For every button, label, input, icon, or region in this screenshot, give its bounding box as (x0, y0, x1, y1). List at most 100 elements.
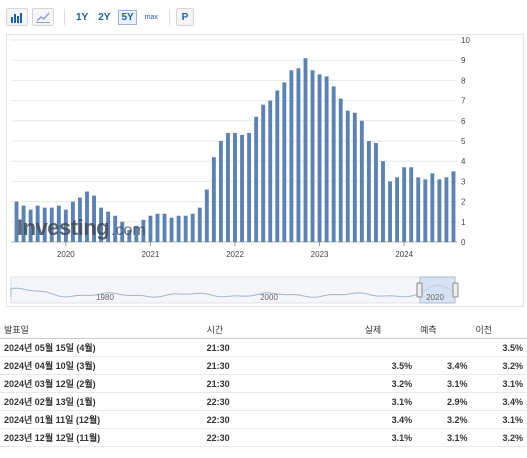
row-actual: 3.5% (360, 356, 417, 375)
row-previous: 3.1% (471, 374, 527, 393)
x-tick-label: 2022 (226, 250, 244, 259)
bar (275, 90, 280, 242)
navigator-background (10, 276, 456, 304)
row-time: 21:30 (202, 374, 361, 393)
bar (247, 132, 252, 242)
row-forecast: 3.1% (416, 374, 472, 393)
bar (21, 205, 26, 242)
y-tick-label: 3 (461, 177, 466, 186)
bar (127, 229, 132, 242)
x-axis: 2020 2021 2022 2023 2024 (57, 242, 414, 259)
cpi-bar-chart: Investing .com 0 1 2 3 4 5 6 7 8 9 10 2020 2021 2022… (10, 36, 470, 304)
line-chart-type-button[interactable] (32, 8, 54, 26)
bar (106, 211, 111, 242)
range-navigator[interactable]: 1980 2000 2020 (10, 276, 459, 304)
row-forecast: 3.4% (416, 356, 472, 375)
navigator-tick-label: 2020 (426, 293, 444, 302)
row-time: 22:30 (202, 410, 361, 429)
row-date: 2024년 02월 13일 (1월) (0, 392, 203, 411)
bar (49, 207, 54, 242)
bar (416, 177, 421, 242)
navigator-right-handle[interactable] (452, 282, 459, 298)
bar (444, 177, 449, 242)
navigator-tick-label: 2000 (260, 293, 278, 302)
bar (35, 205, 40, 242)
bar (240, 134, 244, 242)
print-button[interactable]: P (175, 8, 194, 26)
toolbar-separator (64, 9, 65, 25)
bar (134, 225, 139, 242)
row-actual: 3.1% (360, 392, 417, 411)
table-row: 2023년 12월 12일 (11월) 22:30 3.1% 3.1% 3.2% (0, 428, 527, 447)
bar (233, 132, 237, 242)
range-5y-button[interactable]: 5Y (118, 9, 137, 25)
bar (99, 207, 104, 242)
bar (374, 143, 378, 242)
x-tick-label: 2020 (57, 250, 75, 259)
bar (197, 207, 202, 242)
range-max-button[interactable]: max (144, 13, 158, 21)
bar (261, 104, 266, 242)
bar (289, 70, 294, 242)
row-date: 2024년 04월 10일 (3월) (0, 356, 203, 375)
table-header-row: 발표일 시간 실제 예측 이전 (0, 320, 527, 339)
bar (70, 201, 75, 242)
row-previous: 3.2% (471, 356, 527, 375)
bar (204, 189, 209, 242)
bar (437, 179, 442, 242)
bar (176, 215, 181, 242)
table-row: 2024년 01월 11일 (12월) 22:30 3.4% 3.2% 3.1% (0, 410, 527, 429)
bar (169, 217, 174, 242)
row-time: 21:30 (202, 356, 361, 375)
bar (430, 173, 435, 242)
header-actual: 실제 (360, 320, 417, 339)
row-date: 2023년 12월 12일 (11월) (0, 428, 203, 447)
table-row: 2024년 02월 13일 (1월) 22:30 3.1% 2.9% 3.4% (0, 392, 527, 411)
row-forecast (416, 338, 472, 357)
y-tick-label: 10 (461, 36, 470, 45)
row-forecast: 3.1% (416, 428, 472, 447)
navigator-tick-label: 1980 (96, 293, 114, 302)
navigator-series-line (10, 284, 456, 298)
bar (324, 76, 329, 242)
watermark-suffix-text: .com (111, 222, 146, 239)
range-2y-button[interactable]: 2Y (98, 11, 111, 23)
bar-chart-type-button[interactable] (6, 8, 28, 26)
row-forecast: 3.2% (416, 410, 472, 429)
chart-bars (14, 58, 456, 243)
bar (218, 141, 223, 242)
bar (162, 213, 167, 242)
row-actual: 3.4% (360, 410, 417, 429)
bar (92, 195, 96, 242)
bar (366, 141, 371, 242)
row-actual: 3.2% (360, 374, 417, 393)
y-tick-label: 0 (461, 238, 466, 247)
bar (56, 205, 61, 242)
bar (423, 179, 428, 242)
bar (352, 112, 357, 242)
range-1y-button[interactable]: 1Y (76, 11, 89, 23)
navigator-left-handle[interactable] (416, 282, 423, 298)
bar (395, 177, 400, 242)
row-date: 2024년 01월 11일 (12월) (0, 410, 203, 429)
investing-watermark: Investing .com (17, 215, 146, 240)
watermark-main-text: Investing (17, 215, 109, 240)
toolbar-separator (168, 9, 170, 25)
bar (310, 70, 315, 242)
header-time: 시간 (202, 320, 361, 339)
row-actual: 3.1% (360, 428, 417, 447)
bar (345, 110, 350, 242)
y-tick-label: 2 (461, 198, 466, 207)
row-previous: 3.4% (471, 392, 527, 411)
bar (14, 201, 19, 242)
bar (78, 197, 82, 242)
bar (402, 167, 407, 242)
bar (338, 98, 343, 242)
bar (155, 213, 160, 242)
row-time: 22:30 (202, 428, 361, 447)
bar (190, 213, 195, 242)
row-previous: 3.2% (471, 428, 527, 447)
x-tick-label: 2024 (395, 250, 413, 259)
y-tick-label: 6 (461, 117, 466, 126)
y-tick-label: 1 (461, 218, 466, 227)
